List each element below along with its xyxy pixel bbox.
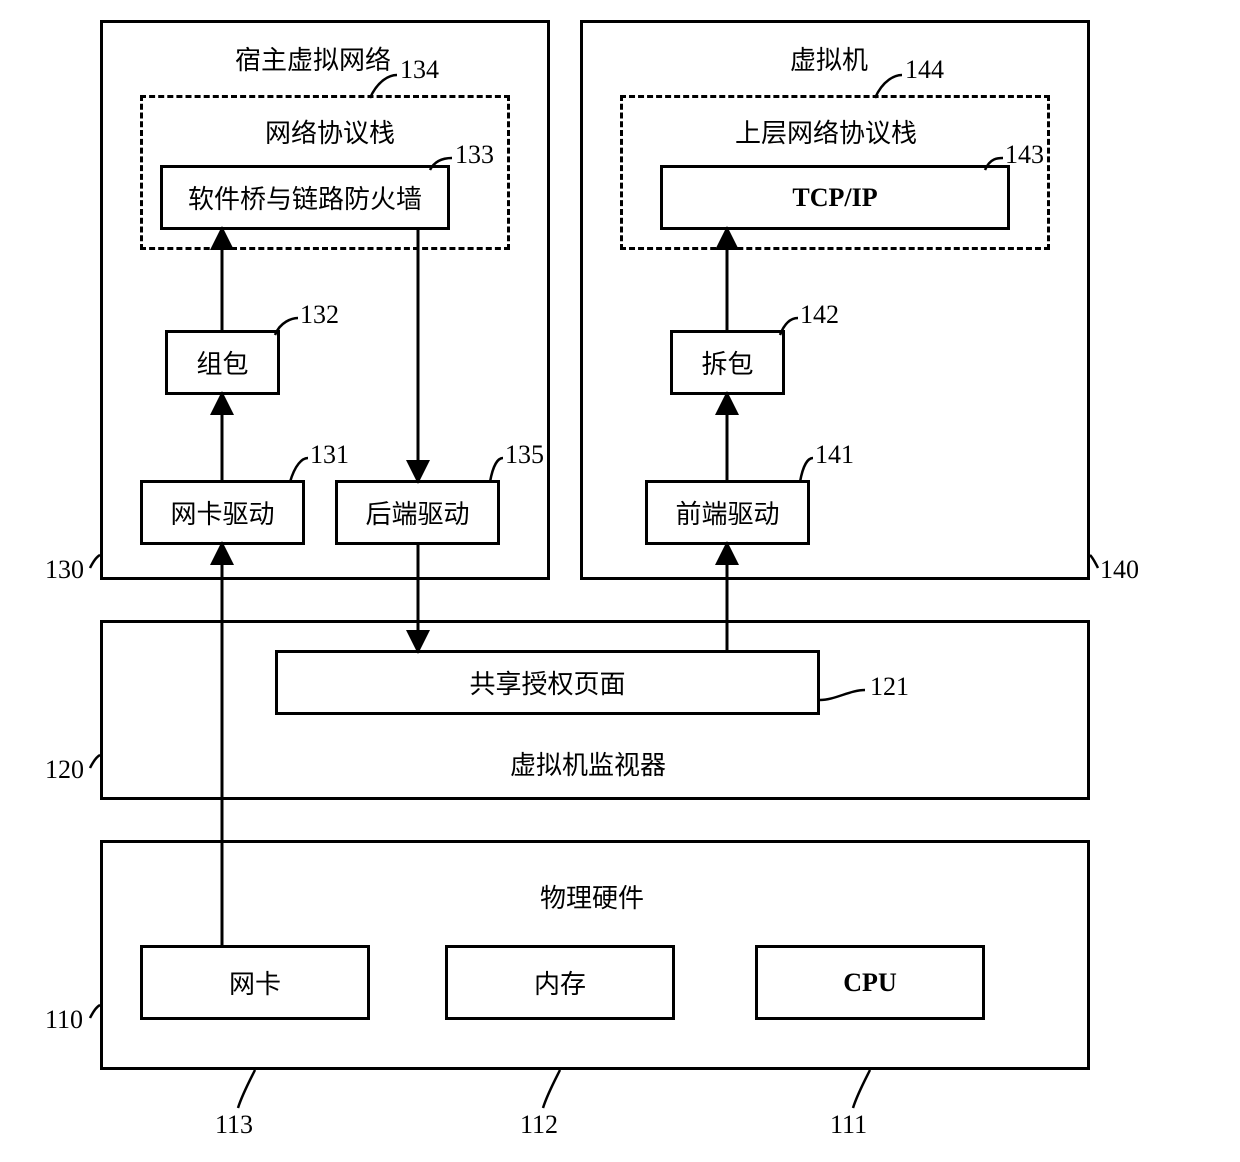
backend-driver-label: 后端驱动 — [365, 494, 469, 531]
ref-142: 142 — [800, 300, 839, 330]
proto-stack-title: 网络协议栈 — [265, 113, 395, 150]
ref-111: 111 — [830, 1110, 867, 1140]
backend-driver-box: 后端驱动 — [335, 480, 500, 545]
ref-130: 130 — [45, 555, 84, 585]
nic-label: 网卡 — [229, 964, 281, 1001]
frontend-driver-label: 前端驱动 — [675, 494, 779, 531]
nic-driver-box: 网卡驱动 — [140, 480, 305, 545]
cpu-box: CPU — [755, 945, 985, 1020]
assemble-box: 组包 — [165, 330, 280, 395]
shared-page-label: 共享授权页面 — [469, 664, 625, 701]
cpu-label: CPU — [843, 968, 896, 998]
ref-135: 135 — [505, 440, 544, 470]
assemble-label: 组包 — [196, 344, 248, 381]
frontend-driver-box: 前端驱动 — [645, 480, 810, 545]
mem-label: 内存 — [534, 964, 586, 1001]
ref-140: 140 — [1100, 555, 1139, 585]
ref-120: 120 — [45, 755, 84, 785]
vm-title: 虚拟机 — [790, 40, 868, 77]
tcpip-box: TCP/IP — [660, 165, 1010, 230]
diagram-canvas: 软件桥与链路防火墙 TCP/IP 组包 拆包 网卡驱动 后端驱动 前端驱动 共享… — [0, 0, 1240, 1162]
nic-driver-label: 网卡驱动 — [170, 494, 274, 531]
host-title: 宿主虚拟网络 — [235, 40, 391, 77]
hardware-title: 物理硬件 — [540, 878, 644, 915]
ref-110: 110 — [45, 1005, 83, 1035]
ref-113: 113 — [215, 1110, 253, 1140]
disassemble-box: 拆包 — [670, 330, 785, 395]
upper-proto-stack-title: 上层网络协议栈 — [735, 113, 917, 150]
ref-132: 132 — [300, 300, 339, 330]
shared-page-box: 共享授权页面 — [275, 650, 820, 715]
ref-134: 134 — [400, 55, 439, 85]
nic-box: 网卡 — [140, 945, 370, 1020]
ref-131: 131 — [310, 440, 349, 470]
ref-141: 141 — [815, 440, 854, 470]
disassemble-label: 拆包 — [701, 344, 753, 381]
bridge-firewall-box: 软件桥与链路防火墙 — [160, 165, 450, 230]
ref-133: 133 — [455, 140, 494, 170]
ref-143: 143 — [1005, 140, 1044, 170]
hypervisor-title: 虚拟机监视器 — [510, 745, 666, 782]
tcpip-label: TCP/IP — [792, 183, 877, 213]
ref-121: 121 — [870, 672, 909, 702]
ref-144: 144 — [905, 55, 944, 85]
mem-box: 内存 — [445, 945, 675, 1020]
ref-112: 112 — [520, 1110, 558, 1140]
bridge-firewall-label: 软件桥与链路防火墙 — [188, 179, 422, 216]
